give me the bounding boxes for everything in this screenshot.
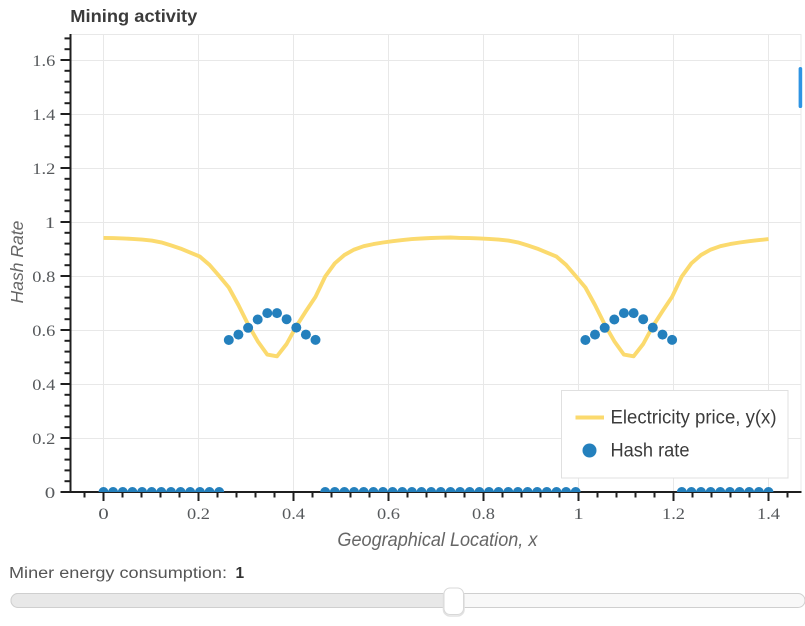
svg-text:1.6: 1.6 <box>32 53 55 70</box>
svg-text:1: 1 <box>45 215 56 232</box>
svg-text:0.8: 0.8 <box>32 269 55 286</box>
svg-text:Geographical Location, x: Geographical Location, x <box>337 530 538 551</box>
svg-text:Hash rate: Hash rate <box>611 441 690 462</box>
svg-text:0.2: 0.2 <box>187 506 210 523</box>
svg-text:0.6: 0.6 <box>32 323 55 340</box>
svg-text:0: 0 <box>45 485 56 502</box>
svg-text:0.4: 0.4 <box>282 506 305 523</box>
svg-text:1.4: 1.4 <box>32 107 55 124</box>
svg-text:Electricity price, y(x): Electricity price, y(x) <box>611 408 777 429</box>
svg-text:1: 1 <box>236 565 245 582</box>
svg-text:0: 0 <box>98 506 109 523</box>
svg-text:0.8: 0.8 <box>472 506 495 523</box>
svg-text:1.2: 1.2 <box>32 161 55 178</box>
svg-text:Hash Rate: Hash Rate <box>7 220 27 303</box>
svg-text:0.4: 0.4 <box>32 377 55 394</box>
svg-text:Miner energy consumption:: Miner energy consumption: <box>9 565 227 582</box>
svg-text:0.2: 0.2 <box>32 431 55 448</box>
svg-text:0.6: 0.6 <box>377 506 400 523</box>
svg-text:1.2: 1.2 <box>662 506 685 523</box>
svg-text:1.4: 1.4 <box>757 506 780 523</box>
svg-text:Mining activity: Mining activity <box>70 6 197 26</box>
svg-text:1: 1 <box>573 506 584 523</box>
